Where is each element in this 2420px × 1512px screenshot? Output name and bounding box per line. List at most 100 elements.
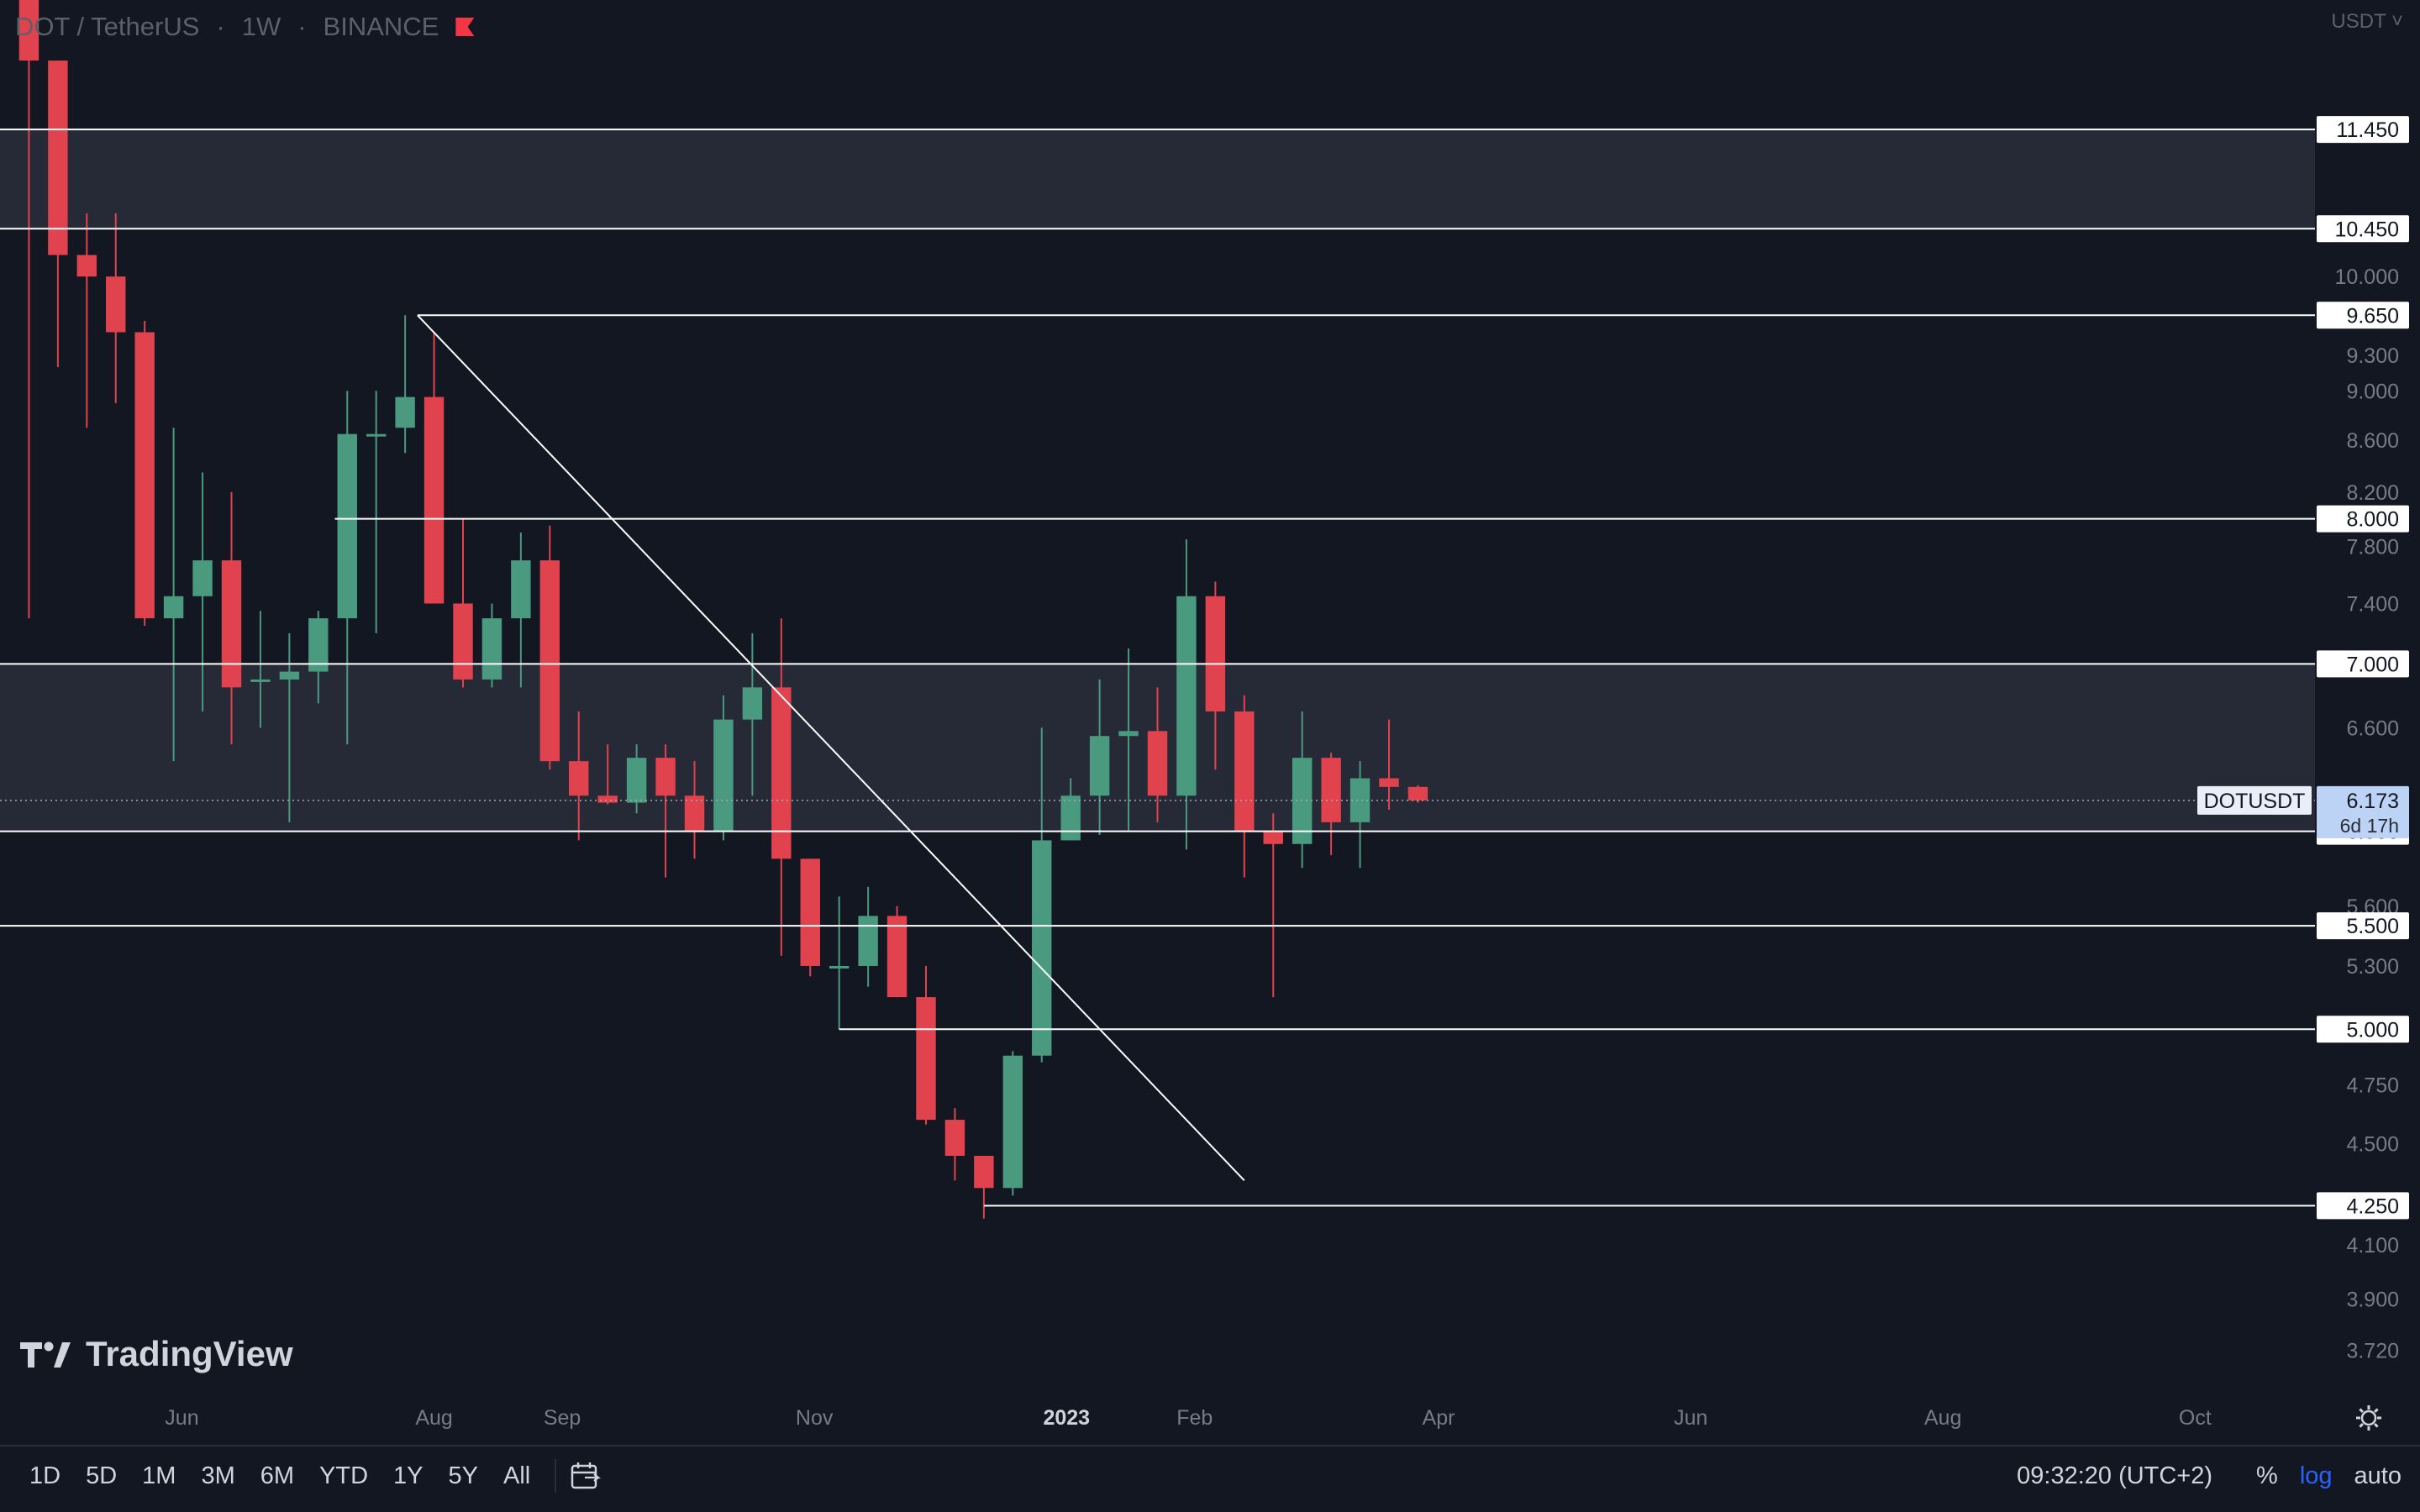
candle-body <box>684 795 705 832</box>
candle-body <box>192 560 213 596</box>
symbol-tag-label: DOTUSDT <box>2204 790 2306 813</box>
range-buttons: 1D 5D 1M 3M 6M YTD 1Y 5Y All <box>17 1462 543 1490</box>
range-button-all[interactable]: All <box>503 1462 531 1489</box>
level-price-label: 7.000 <box>2346 653 2399 676</box>
y-tick-label: 3.900 <box>2346 1289 2399 1312</box>
settings-icon-tooth <box>2374 1408 2379 1413</box>
currency-label: USDT <box>2331 10 2386 33</box>
candle-body <box>366 433 387 437</box>
y-tick-label: 9.300 <box>2346 344 2399 368</box>
trend-line <box>417 314 1245 1182</box>
y-tick-label: 5.300 <box>2346 955 2399 979</box>
y-tick-label: 9.000 <box>2346 380 2399 403</box>
x-tick-label: Nov <box>796 1406 834 1430</box>
candle-body <box>974 1155 994 1189</box>
y-tick-label: 4.500 <box>2346 1133 2399 1157</box>
candle-body <box>18 0 39 61</box>
candle-body <box>916 997 936 1121</box>
settings-icon-tooth <box>2359 1408 2364 1413</box>
x-tick-label: Jun <box>165 1406 198 1430</box>
candle-body <box>1089 736 1110 796</box>
log-toggle[interactable]: log <box>2299 1462 2333 1489</box>
y-tick-label: 10.000 <box>2335 265 2399 289</box>
candle-body <box>453 603 473 680</box>
level-price-box <box>2317 912 2409 940</box>
x-tick-label: Feb <box>1176 1406 1213 1430</box>
symbol-label[interactable]: DOT / TetherUS <box>15 12 200 41</box>
right-toolbar: 09:32:20 (UTC+2) % log auto <box>2017 1446 2402 1505</box>
x-tick-label: Aug <box>1924 1406 1961 1430</box>
candle-body <box>829 965 850 969</box>
current-price-label: 6.173 <box>2346 790 2399 813</box>
candle-body <box>858 916 878 966</box>
candle-body <box>1002 1055 1023 1189</box>
range-button-ytd[interactable]: YTD <box>319 1462 369 1489</box>
x-tick-label: Aug <box>415 1406 452 1430</box>
level-price-label: 4.250 <box>2346 1194 2399 1218</box>
candle-body <box>626 758 647 803</box>
candle-body <box>221 560 242 688</box>
level-price-box <box>2317 650 2409 678</box>
tradingview-logo[interactable]: TradingView <box>18 1334 293 1374</box>
toolbar-divider <box>555 1459 557 1493</box>
candle-body <box>279 671 300 680</box>
current-price-box <box>2317 785 2409 838</box>
candle-body <box>742 687 763 720</box>
zone-rect <box>0 129 2315 229</box>
candle-body <box>48 60 68 255</box>
settings-icon-tooth <box>2359 1423 2364 1428</box>
brand-name: TradingView <box>86 1334 293 1373</box>
candle-body <box>1407 786 1428 801</box>
candle-body <box>1032 840 1052 1056</box>
level-price-label: 8.000 <box>2346 508 2399 532</box>
candle-body <box>250 679 271 682</box>
range-button-1d[interactable]: 1D <box>29 1462 61 1489</box>
countdown-label: 6d 17h <box>2340 815 2399 837</box>
candle-body <box>1379 778 1399 787</box>
range-button-1m[interactable]: 1M <box>142 1462 176 1489</box>
candle-body <box>655 758 676 796</box>
level-price-label: 10.450 <box>2335 218 2399 241</box>
range-button-5y[interactable]: 5Y <box>448 1462 479 1489</box>
symbol-tag-box <box>2197 785 2312 815</box>
y-tick-label: 8.600 <box>2346 429 2399 453</box>
clock-time[interactable]: 09:32:20 (UTC+2) <box>2017 1462 2213 1489</box>
auto-toggle[interactable]: auto <box>2354 1462 2402 1489</box>
interval-label[interactable]: 1W <box>241 12 281 41</box>
range-button-3m[interactable]: 3M <box>201 1462 235 1489</box>
candle-body <box>481 618 502 680</box>
candle-body <box>1118 731 1139 737</box>
candle-body <box>1321 758 1341 822</box>
y-tick-label: 4.750 <box>2346 1074 2399 1098</box>
level-price-label: 5.000 <box>2346 1018 2399 1042</box>
x-tick-label: Apr <box>1423 1406 1455 1430</box>
percent-toggle[interactable]: % <box>2256 1462 2278 1489</box>
candle-body <box>308 618 329 672</box>
candle-body <box>76 255 97 277</box>
range-button-6m[interactable]: 6M <box>260 1462 295 1489</box>
calendar-icon[interactable] <box>568 1459 602 1493</box>
x-tick-label: Oct <box>2179 1406 2212 1430</box>
candle-body <box>106 276 126 333</box>
range-button-1y[interactable]: 1Y <box>393 1462 424 1489</box>
range-button-5d[interactable]: 5D <box>86 1462 118 1489</box>
candle-body <box>1060 795 1081 841</box>
currency-selector[interactable]: USDT ˅ <box>2331 10 2403 34</box>
flag-icon[interactable] <box>455 18 475 36</box>
y-tick-label: 3.720 <box>2346 1340 2399 1363</box>
candle-body <box>337 433 357 619</box>
candle-body <box>1263 831 1283 844</box>
bottom-toolbar: 1D 5D 1M 3M 6M YTD 1Y 5Y All 09:32:20 (UTC+2) % … <box>0 1445 2420 1505</box>
header-separator: · <box>297 12 307 41</box>
y-tick-label: 4.100 <box>2346 1234 2399 1257</box>
settings-icon[interactable] <box>2356 1405 2381 1431</box>
candle-body <box>597 795 618 803</box>
settings-icon-tooth <box>2374 1423 2379 1428</box>
candle-body <box>511 560 531 619</box>
level-price-label: 9.650 <box>2346 304 2399 328</box>
level-price-box <box>2317 1016 2409 1043</box>
settings-icon-ring <box>2360 1410 2377 1426</box>
chart-header: DOT / TetherUS · 1W · BINANCE <box>15 12 475 42</box>
level-price-box <box>2317 215 2409 243</box>
